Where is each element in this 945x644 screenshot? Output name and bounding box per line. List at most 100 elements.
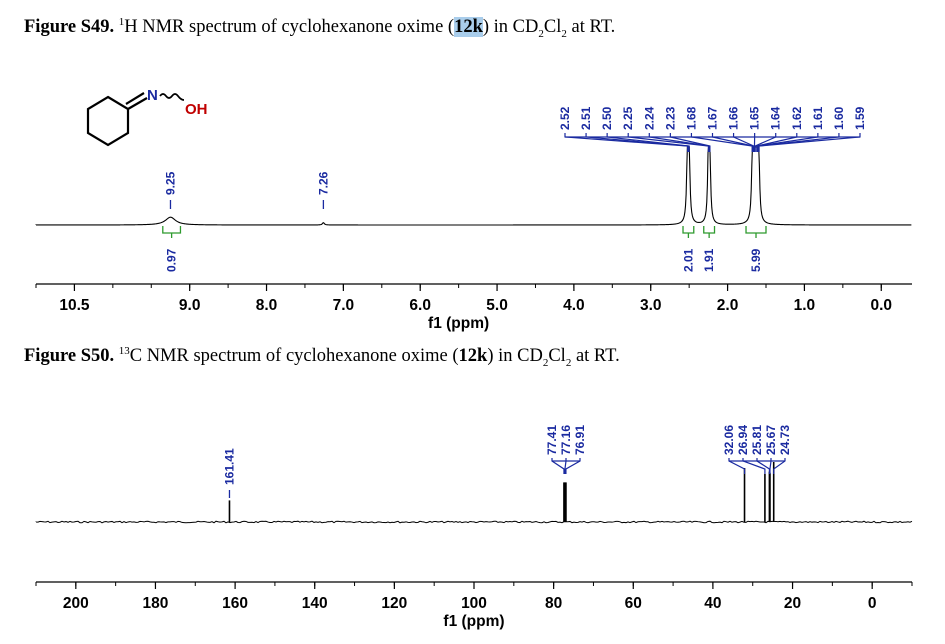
- c13-nmr-chart: 161.41 77.41 77.16 76.91 32.06 26.94 25.81 25.6…: [35, 425, 913, 630]
- h1-group-label: 1.65: [748, 106, 762, 130]
- caption-text: at RT.: [571, 346, 620, 367]
- h1-integral-bracket: [682, 226, 695, 234]
- c13-group-connector: [565, 458, 581, 474]
- caption-compound: 12k: [454, 17, 483, 38]
- figure-s50-caption: Figure S50. 13C NMR spectrum of cyclohex…: [24, 345, 620, 369]
- h1-group-connector: [690, 133, 753, 152]
- h1-group-connector: [564, 133, 689, 152]
- c13-group-label: 76.91: [573, 425, 587, 455]
- h1-peak-label: 9.25: [163, 171, 177, 195]
- c13-tick-label: 200: [63, 595, 89, 612]
- caption-text: at RT.: [566, 17, 616, 38]
- c13-peak-label: 161.41: [222, 448, 236, 485]
- h1-group-label: 2.51: [579, 106, 593, 130]
- h1-group-connector: [627, 133, 709, 152]
- h1-group-label: 2.52: [558, 106, 572, 130]
- h1-group-connector: [585, 133, 689, 152]
- h1-group-label: 2.25: [621, 106, 635, 130]
- c13-group-label: 77.16: [559, 425, 573, 455]
- c13-group-label: 24.73: [778, 425, 792, 455]
- h1-group-label: 2.50: [600, 106, 614, 130]
- figure-s49-caption: Figure S49. 1H NMR spectrum of cyclohexa…: [24, 16, 615, 40]
- h1-group-label: 1.64: [769, 106, 783, 130]
- h1-tick-label: 10.5: [59, 297, 90, 314]
- caption-text: H NMR spectrum of cyclohexanone oxime (: [124, 17, 455, 38]
- c13-baseline: [35, 520, 913, 524]
- h1-group-label: 2.24: [642, 106, 656, 130]
- caption-superscript: 13: [118, 345, 130, 357]
- h1-x-axis-label: f1 (ppm): [428, 315, 489, 332]
- c13-tick-label: 140: [302, 595, 328, 612]
- c13-group-connector: [564, 458, 567, 474]
- cn-double-bond-second: [125, 92, 145, 105]
- h1-group-connector: [756, 133, 798, 152]
- c13-group-connector: [551, 458, 565, 474]
- h1-group-label: 1.60: [832, 106, 846, 130]
- nitrogen-label: N: [147, 87, 158, 104]
- h1-tick-label: 2.0: [717, 297, 739, 314]
- h1-group-connector: [648, 133, 710, 152]
- h1-group-label: 1.66: [727, 106, 741, 130]
- caption-subscript: 2: [561, 27, 567, 40]
- cyclohexanone-oxime-structure: N OH: [86, 87, 208, 147]
- c13-tick-label: 160: [222, 595, 248, 612]
- h1-group-connector: [711, 133, 754, 152]
- h1-tick-label: 1.0: [794, 297, 816, 314]
- h1-integral-value: 0.97: [165, 248, 179, 272]
- h1-tick-label: 5.0: [486, 297, 508, 314]
- h1-tick-label: 6.0: [409, 297, 431, 314]
- c13-group-label: 32.06: [722, 425, 736, 455]
- caption-subscript: 2: [538, 27, 544, 40]
- c13-tick-label: 180: [143, 595, 169, 612]
- c13-tick-label: 0: [868, 595, 877, 612]
- caption-compound: 12k: [458, 346, 488, 367]
- c13-group-connector: [773, 458, 786, 474]
- h1-group-connector: [756, 133, 819, 152]
- caption-label: Figure S50.: [24, 346, 115, 367]
- h1-tick-label: 0.0: [870, 297, 892, 314]
- c13-group-connector: [769, 458, 772, 474]
- h1-group-label: 1.61: [811, 106, 825, 130]
- h1-peak-label: 7.26: [316, 171, 330, 195]
- h1-integral-bracket: [162, 226, 182, 234]
- h1-group-connector: [606, 133, 690, 152]
- h1-tick-label: 4.0: [563, 297, 585, 314]
- c13-tick-label: 100: [461, 595, 487, 612]
- caption-subscript: 2: [565, 356, 572, 369]
- c13-tick-label: 120: [381, 595, 407, 612]
- h1-group-connector: [669, 133, 711, 152]
- h1-group-label: 1.59: [853, 106, 867, 130]
- h1-integral-value: 2.01: [681, 248, 695, 272]
- c13-group-connector: [742, 458, 766, 474]
- h1-group-connector: [732, 133, 755, 152]
- c13-tick-label: 80: [545, 595, 562, 612]
- hydroxyl-label: OH: [185, 101, 208, 118]
- h1-tick-label: 7.0: [333, 297, 355, 314]
- h1-group-connector: [757, 133, 840, 152]
- c13-tick-label: 20: [784, 595, 801, 612]
- c13-x-axis-label: f1 (ppm): [443, 613, 504, 630]
- h1-integral-bracket: [745, 226, 767, 234]
- cyclohexane-ring: [86, 95, 130, 147]
- c13-tick-label: 60: [625, 595, 642, 612]
- cn-double-bond: [127, 97, 148, 110]
- h1-group-label: 1.68: [684, 106, 698, 130]
- c13-group-label: 25.67: [764, 425, 778, 455]
- h1-group-label: 2.23: [663, 106, 677, 130]
- caption-text: C NMR spectrum of cyclohexanone oxime (: [129, 346, 459, 367]
- c13-group-label: 25.81: [750, 425, 764, 455]
- h1-tick-label: 3.0: [640, 297, 662, 314]
- h1-group-label: 1.67: [706, 106, 720, 130]
- c13-group-connector: [728, 458, 746, 474]
- h1-group-label: 1.62: [790, 106, 804, 130]
- h1-group-connector: [758, 133, 861, 152]
- caption-text: Cl: [543, 17, 562, 38]
- caption-text: ) in CD: [482, 17, 539, 38]
- caption-text: Cl: [548, 346, 566, 367]
- h1-tick-label: 8.0: [256, 297, 278, 314]
- c13-group-label: 77.41: [545, 425, 559, 455]
- caption-label: Figure S49.: [24, 17, 115, 38]
- h1-nmr-chart: 9.25 7.26 2.52 2.51 2.50 2.25 2.24 2.23 1.68 1.67…: [35, 106, 912, 332]
- h1-integral-value: 1.91: [702, 248, 716, 272]
